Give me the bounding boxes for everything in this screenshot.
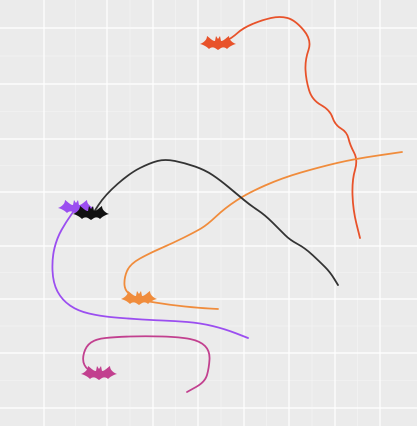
- series-path-4: [51, 207, 249, 339]
- bat-marker-4: [73, 206, 109, 220]
- bat-marker-2: [121, 291, 157, 305]
- series-path-1: [217, 16, 361, 239]
- bat-markers: [58, 36, 236, 380]
- series-paths: [51, 16, 403, 393]
- series-path-3: [91, 159, 339, 286]
- bat-marker-5: [81, 366, 117, 380]
- bat-marker-1: [200, 36, 236, 50]
- series-path-2: [123, 151, 403, 301]
- series-path-5: [82, 335, 211, 393]
